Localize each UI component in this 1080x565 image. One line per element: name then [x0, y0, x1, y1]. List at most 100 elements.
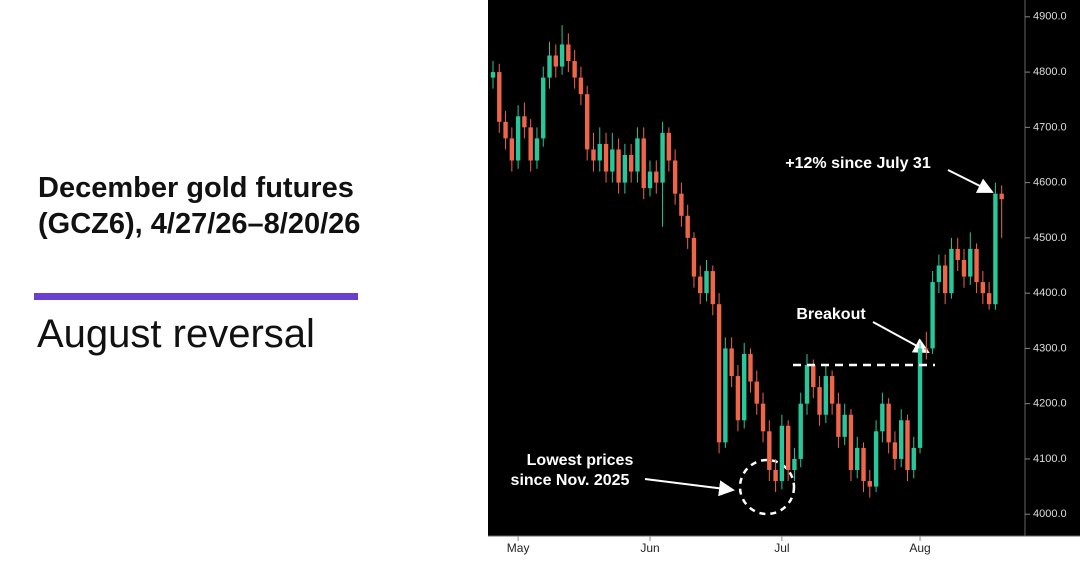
candle-body [641, 138, 646, 189]
candle-body [616, 149, 621, 183]
annotation: since Nov. 2025 [511, 472, 630, 489]
y-tick-label: 4500.0 [1033, 232, 1067, 244]
candle-body [936, 265, 942, 283]
candle-body [654, 171, 659, 183]
arrow [872, 321, 930, 353]
y-tick-label: 4600.0 [1033, 177, 1067, 189]
candle-body [628, 154, 634, 172]
candle-body [861, 447, 866, 482]
candle-body [924, 348, 929, 350]
candle-body [817, 387, 822, 415]
x-tick-label: Aug [909, 541, 930, 555]
candle-body [691, 237, 697, 277]
arrow [947, 169, 994, 193]
annotation: Lowest prices [527, 452, 634, 469]
candle-body [942, 265, 948, 294]
candle-body [823, 376, 829, 415]
y-tick-label: 4200.0 [1033, 398, 1067, 410]
candle-body [917, 348, 923, 448]
candle-body [880, 403, 885, 432]
candle-body [685, 215, 690, 238]
arrow [644, 478, 735, 497]
candle-body [905, 420, 910, 470]
candle-body [547, 55, 552, 78]
candle-body [773, 469, 778, 482]
x-tick-label: Jun [640, 541, 659, 555]
candle-body [842, 414, 847, 437]
candle-body [754, 381, 759, 404]
y-tick-label: 4800.0 [1033, 66, 1067, 78]
candle-body [666, 132, 672, 161]
candle-body [930, 282, 935, 349]
candle-body [622, 154, 628, 183]
candle-body [541, 77, 546, 139]
candle-body [867, 481, 872, 487]
candle-body [836, 403, 841, 437]
candle-body [829, 376, 835, 404]
candle-body [704, 271, 709, 294]
candle-body [522, 116, 527, 128]
candle-body [993, 193, 998, 305]
chart-title: December gold futures (GCZ6), 4/27/26–8/… [38, 172, 361, 240]
candle-body [566, 44, 571, 62]
candle-body [716, 304, 722, 443]
candle-body [767, 431, 772, 470]
candle-body [679, 193, 684, 216]
y-tick-label: 4900.0 [1033, 11, 1067, 23]
candle-body [798, 403, 803, 459]
candle-body [760, 403, 766, 432]
candle-body [785, 425, 791, 470]
candle-body [528, 127, 533, 161]
y-tick-label: 4700.0 [1033, 121, 1067, 133]
candle-body [509, 138, 515, 161]
candle-body [660, 132, 665, 183]
candle-body [597, 143, 602, 161]
candle-body [729, 348, 734, 377]
candle-body [779, 425, 785, 482]
y-tick-label: 4100.0 [1033, 453, 1067, 465]
chart-subtitle: August reversal [37, 312, 315, 356]
annotation: Breakout [796, 306, 866, 323]
candle-body [792, 458, 797, 470]
candle-body [886, 403, 891, 443]
candle-body [572, 61, 577, 78]
candle-body [698, 276, 703, 294]
accent-rule [34, 293, 358, 300]
candle-body [892, 442, 898, 459]
candle-body [735, 376, 741, 421]
candle-body [949, 248, 954, 294]
candle-body [986, 293, 992, 305]
candle-body [647, 171, 653, 189]
candle-body [748, 353, 753, 382]
candle-body [553, 55, 558, 67]
candle-body [804, 364, 810, 404]
candle-body [591, 149, 596, 161]
x-tick-label: May [507, 541, 530, 555]
annotation: +12% since July 31 [785, 155, 931, 172]
candle-body [848, 414, 854, 470]
candle-body [672, 160, 678, 194]
candle-body [710, 271, 715, 305]
y-tick-label: 4300.0 [1033, 342, 1067, 354]
candle-body [497, 72, 502, 122]
y-tick-label: 4000.0 [1033, 508, 1067, 520]
candle-body [899, 420, 904, 459]
candle-body [723, 348, 728, 443]
candle-body [603, 143, 609, 172]
candle-body [534, 138, 540, 161]
candle-body [974, 248, 979, 283]
candle-body [742, 353, 747, 421]
candle-body [980, 282, 986, 294]
candle-body [968, 248, 973, 277]
candle-body [490, 72, 496, 78]
candle-body [635, 138, 640, 172]
candle-body [578, 77, 584, 95]
candle-body [559, 44, 565, 67]
candle-body [503, 121, 508, 139]
candle-body [610, 149, 615, 172]
candle-body [515, 116, 521, 161]
y-tick-label: 4400.0 [1033, 287, 1067, 299]
